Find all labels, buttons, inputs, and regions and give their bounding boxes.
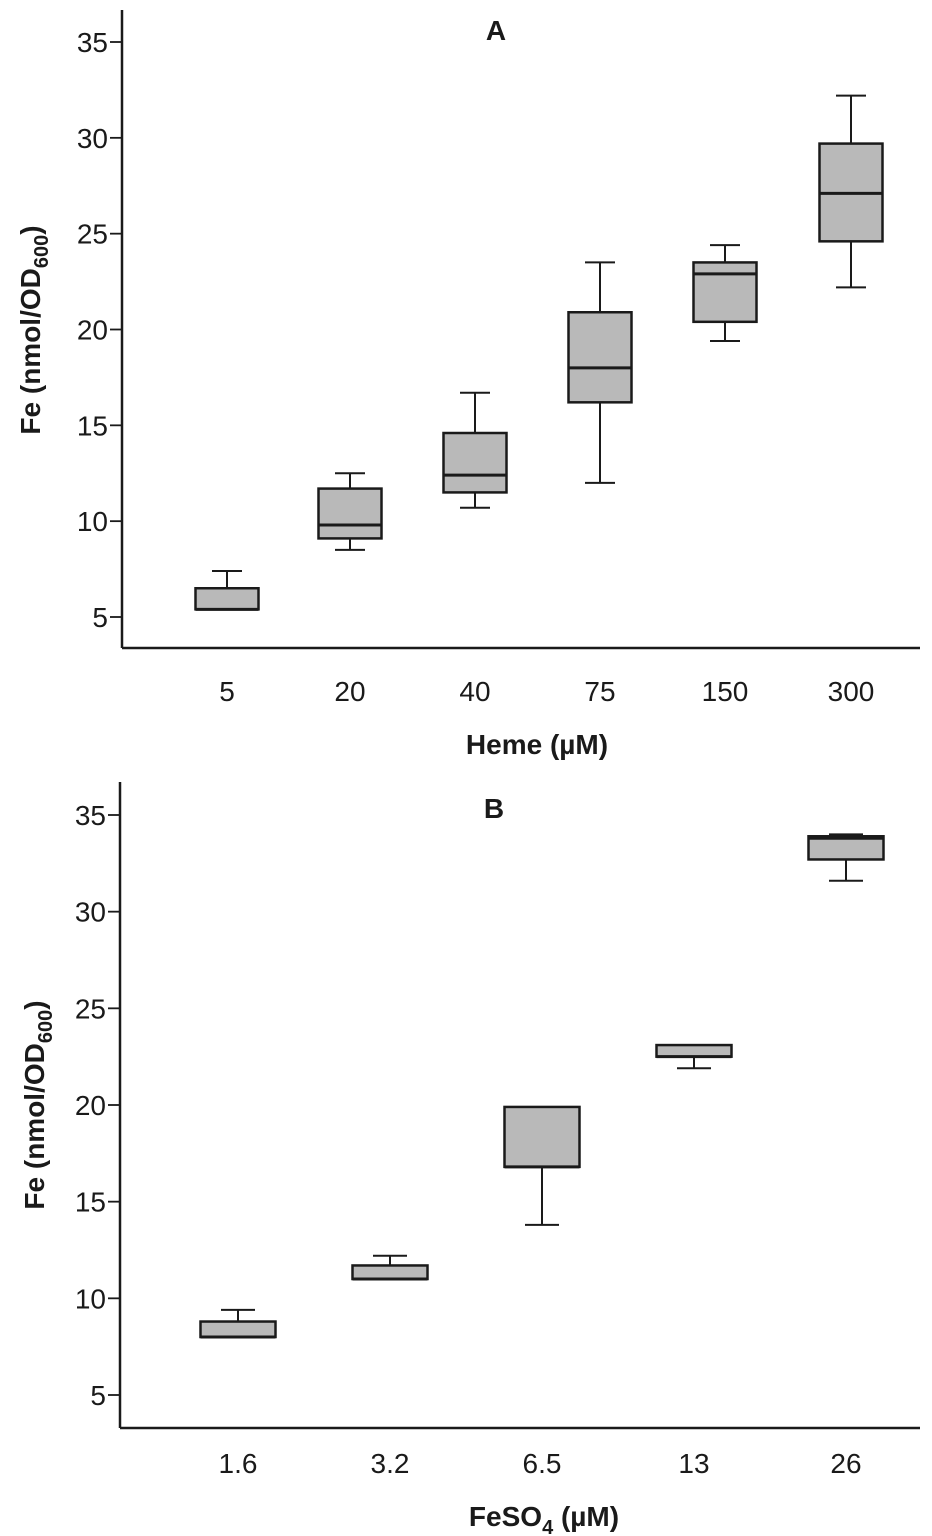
box-plot-75 [567,261,633,484]
x-tick-label: 6.5 [523,1448,562,1479]
panel-b-boxes [199,833,885,1339]
y-tick-label: 15 [77,410,108,441]
y-tick-label: 5 [90,1380,106,1411]
panel-b: B 5 10 15 20 25 30 35 1.6 3.2 6.5 13 26 FeSO4 (µM)… [19,782,920,1536]
y-tick-label: 5 [92,602,108,633]
y-tick-label: 25 [77,219,108,250]
box-plot-6.5 [503,1105,581,1226]
x-tick-label: 150 [702,676,749,707]
y-tick-label: 20 [77,315,108,346]
x-tick-label: 26 [830,1448,861,1479]
x-tick-label: 1.6 [219,1448,258,1479]
y-tick-label: 15 [75,1187,106,1218]
y-tick-label: 35 [75,800,106,831]
panel-b-label: B [484,793,504,824]
x-tick-label: 75 [584,676,615,707]
box-iqr [199,1320,277,1339]
x-tick-label: 300 [828,676,875,707]
box-iqr [567,311,633,404]
box-plot-150 [692,244,758,342]
box-iqr [655,1043,733,1058]
box-plot-13 [655,1043,733,1070]
panel-a-label: A [486,15,506,46]
x-tick-label: 20 [334,676,365,707]
box-plot-1.6 [199,1308,277,1339]
y-tick-label: 10 [75,1283,106,1314]
x-tick-label: 40 [459,676,490,707]
y-tick-label: 35 [77,27,108,58]
y-tick-label: 30 [75,897,106,928]
box-plot-26 [807,833,885,882]
panel-a-boxes [194,94,884,611]
y-tick-label: 20 [75,1090,106,1121]
box-iqr [503,1105,581,1169]
panel-a-x-axis-title: Heme (µM) [466,729,608,760]
panel-b-y-ticks: 5 10 15 20 25 30 35 [75,800,120,1411]
box-plot-3.2 [351,1254,429,1281]
x-tick-label: 3.2 [371,1448,410,1479]
panel-b-y-axis-title: Fe (nmol/OD600) [19,1000,57,1209]
box-plot-5 [194,570,260,611]
box-plot-300 [818,94,884,289]
y-tick-label: 25 [75,993,106,1024]
box-iqr [442,431,508,494]
panel-b-x-axis-title: FeSO4 (µM) [469,1501,619,1536]
box-iqr [692,261,758,324]
box-plot-20 [317,472,383,551]
y-tick-label: 30 [77,123,108,154]
panel-b-x-ticks: 1.6 3.2 6.5 13 26 [219,1448,862,1479]
box-iqr [317,487,383,540]
box-iqr [807,835,885,861]
box-iqr [351,1264,429,1281]
panel-a-y-ticks: 5 10 15 20 25 30 35 [77,27,122,633]
x-tick-label: 13 [678,1448,709,1479]
box-iqr [194,587,260,611]
box-plot-40 [442,391,508,509]
panel-a-x-ticks: 5 20 40 75 150 300 [219,676,874,707]
y-tick-label: 10 [77,506,108,537]
panel-a-y-axis-title: Fe (nmol/OD600) [15,225,53,434]
x-tick-label: 5 [219,676,235,707]
